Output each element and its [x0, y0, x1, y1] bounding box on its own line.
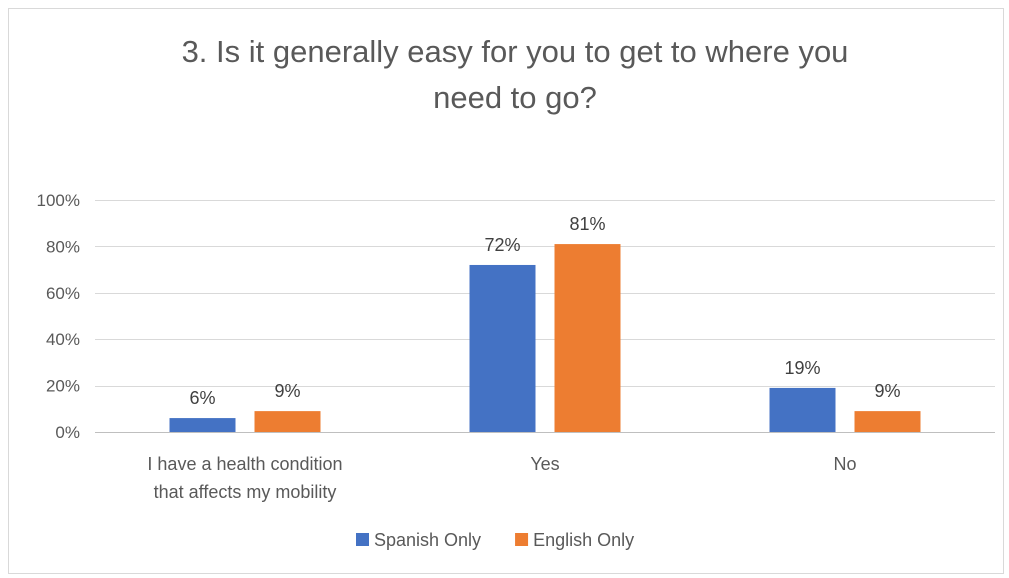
data-label: 19% [784, 358, 820, 378]
bar [554, 244, 621, 432]
bar [854, 411, 921, 432]
data-label: 6% [189, 388, 215, 408]
bar [254, 411, 321, 432]
category-label: I have a health condition [147, 454, 342, 474]
category-label: No [833, 454, 856, 474]
y-tick-label: 100% [37, 191, 80, 210]
y-tick-label: 80% [46, 237, 80, 256]
legend-swatch [515, 533, 529, 546]
legend-label: Spanish Only [374, 530, 481, 550]
data-label: 81% [569, 214, 605, 234]
legend-label: English Only [533, 530, 634, 550]
y-tick-label: 20% [46, 377, 80, 396]
bar [169, 418, 236, 432]
data-label: 72% [484, 235, 520, 255]
y-tick-label: 0% [55, 423, 80, 442]
bar [769, 387, 836, 432]
chart-title-line-2: need to go? [433, 80, 597, 115]
data-label: 9% [274, 381, 300, 401]
y-tick-label: 60% [46, 284, 80, 303]
legend-swatch [356, 533, 369, 546]
gridlines [95, 200, 995, 433]
data-labels: 6% 9% 72% 81% 19% 9% [189, 214, 900, 408]
y-axis-ticks: 0% 20% 40% 60% 80% 100% [37, 191, 80, 442]
category-label: that affects my mobility [154, 482, 337, 502]
legend: Spanish Only English Only [356, 530, 634, 550]
chart-title-line-1: 3. Is it generally easy for you to get t… [182, 34, 849, 69]
category-label: Yes [530, 454, 559, 474]
data-label: 9% [874, 381, 900, 401]
y-tick-label: 40% [46, 330, 80, 349]
bars [169, 244, 921, 432]
category-labels: I have a health condition that affects my… [147, 454, 856, 502]
bar [469, 264, 536, 432]
